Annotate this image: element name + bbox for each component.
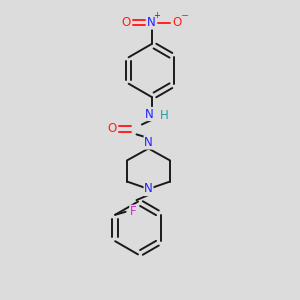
Text: F: F xyxy=(130,205,136,218)
Text: N: N xyxy=(147,16,156,29)
Text: −: − xyxy=(181,11,190,21)
Text: O: O xyxy=(122,16,130,29)
Text: N: N xyxy=(144,182,153,196)
Text: +: + xyxy=(154,11,160,20)
Text: O: O xyxy=(172,16,182,29)
Text: O: O xyxy=(108,122,117,136)
Text: H: H xyxy=(160,109,169,122)
Text: N: N xyxy=(144,136,153,149)
Text: N: N xyxy=(145,107,154,121)
